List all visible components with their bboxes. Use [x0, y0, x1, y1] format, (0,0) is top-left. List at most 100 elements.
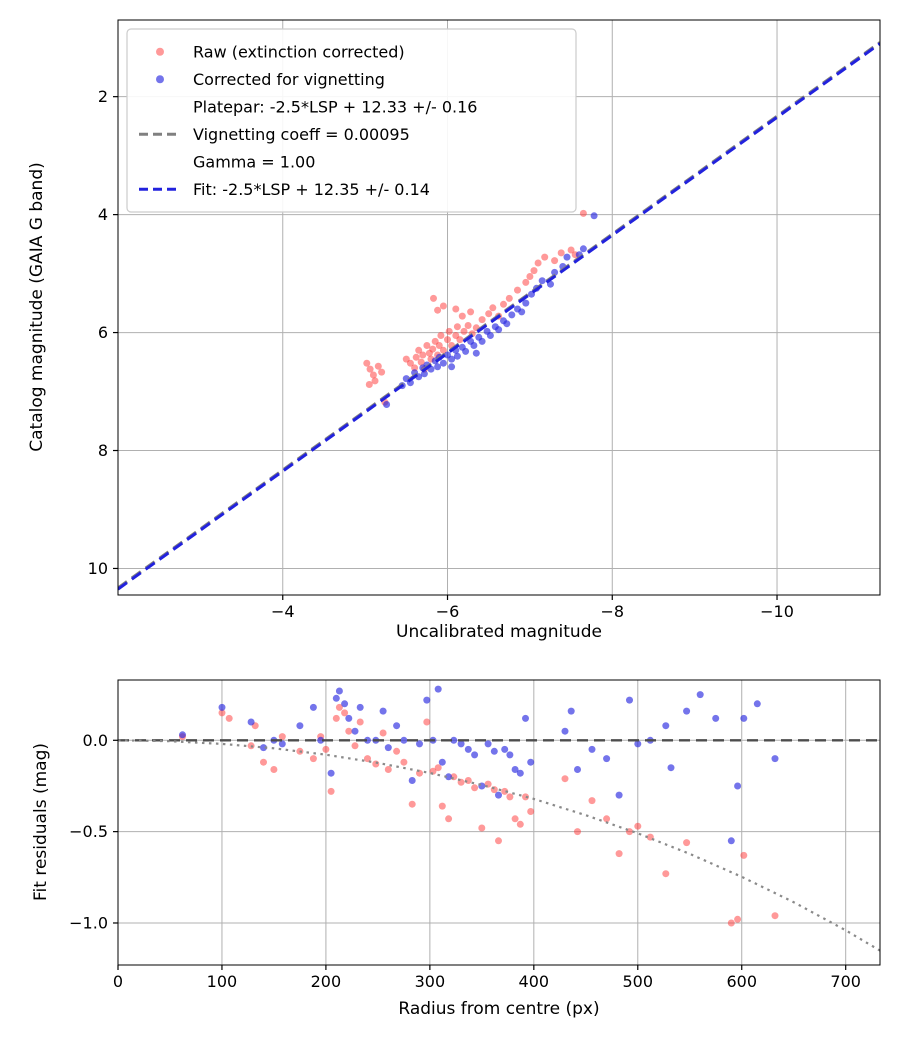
- subplot-residuals: 0 100 200 300 400 500 600 700 0.0 −0.5 −1.0: [69, 679, 881, 991]
- data-point: [634, 822, 642, 830]
- data-point: [551, 257, 559, 265]
- data-point: [341, 709, 349, 717]
- data-point: [384, 744, 392, 752]
- data-point: [464, 322, 472, 329]
- legend-marker-vignetting-scatter: [156, 75, 164, 84]
- vignetting-residuals: [179, 685, 779, 845]
- data-point: [351, 742, 359, 750]
- x-axis-label-bottom: Radius from centre (px): [398, 999, 600, 1019]
- data-point: [363, 359, 371, 367]
- data-point: [322, 745, 330, 753]
- data-point: [563, 253, 571, 261]
- data-point: [408, 800, 416, 808]
- data-point: [218, 703, 226, 711]
- data-point: [393, 747, 401, 755]
- data-point: [579, 245, 587, 253]
- legend-label: Vignetting coeff = 0.00095: [193, 125, 410, 144]
- data-point: [567, 246, 575, 254]
- data-point: [218, 709, 226, 717]
- data-point: [345, 727, 353, 735]
- data-point: [439, 359, 447, 367]
- data-point: [516, 820, 524, 828]
- data-point: [400, 758, 408, 766]
- data-point: [501, 787, 509, 795]
- data-point: [511, 766, 519, 773]
- data-point: [734, 915, 742, 923]
- data-point: [740, 714, 748, 722]
- data-point: [634, 740, 642, 748]
- x-tick-label: −8: [600, 602, 624, 621]
- data-point: [490, 786, 498, 794]
- data-point: [478, 824, 486, 832]
- data-point: [574, 828, 581, 836]
- data-point: [514, 286, 521, 294]
- data-point: [530, 267, 538, 275]
- x-tick-label: 600: [726, 972, 757, 991]
- data-point: [335, 703, 343, 711]
- y-axis-label-bottom: Fit residuals (mag): [31, 743, 51, 901]
- data-point: [683, 707, 691, 715]
- y-tick-label: 8: [98, 441, 108, 460]
- data-point: [270, 766, 278, 773]
- x-tick-label: −4: [271, 602, 295, 621]
- data-point: [771, 755, 779, 763]
- subplot-calibration: −4 −6 −8 −10 2 4 6 8 10 Raw (extinction corrected…: [88, 19, 881, 621]
- data-point: [429, 345, 437, 353]
- data-point: [448, 363, 456, 371]
- y-tick-label: −0.5: [69, 822, 108, 841]
- data-point: [740, 851, 748, 859]
- data-point: [278, 740, 286, 748]
- data-point: [500, 300, 507, 308]
- x-tick-label: −10: [760, 602, 794, 621]
- y-tick-label: 0.0: [83, 731, 108, 750]
- data-point: [561, 775, 569, 783]
- data-point: [419, 351, 427, 359]
- x-tick-label: 700: [830, 972, 861, 991]
- x-tick-label: 200: [311, 972, 342, 991]
- data-point: [567, 707, 575, 715]
- data-point: [527, 758, 535, 766]
- data-point: [538, 277, 546, 285]
- data-point: [444, 336, 451, 344]
- legend-box: [126, 28, 577, 213]
- data-point: [260, 744, 267, 752]
- axes-frame: [117, 19, 881, 596]
- data-point: [351, 727, 359, 735]
- data-point: [662, 870, 670, 878]
- data-point: [484, 740, 492, 748]
- data-point: [541, 253, 549, 261]
- data-point: [247, 718, 255, 726]
- data-point: [557, 249, 565, 257]
- data-point: [522, 299, 530, 307]
- data-point: [327, 769, 335, 777]
- data-point: [727, 919, 735, 927]
- data-point: [467, 308, 475, 316]
- fit-line: [118, 42, 880, 591]
- y-tick-label: 4: [98, 205, 108, 224]
- data-point: [369, 371, 377, 379]
- data-point: [471, 784, 479, 792]
- data-point: [588, 745, 596, 753]
- data-point: [278, 733, 286, 741]
- y-tick-label: 6: [98, 323, 108, 342]
- data-point: [485, 310, 493, 318]
- data-point: [603, 815, 611, 823]
- data-point: [439, 302, 447, 310]
- raw-scatter: [363, 209, 587, 406]
- data-point: [551, 268, 559, 276]
- data-point: [472, 349, 480, 357]
- x-tick-label: 0: [113, 972, 123, 991]
- data-point: [503, 320, 511, 328]
- data-point: [309, 755, 317, 763]
- data-point: [511, 815, 519, 823]
- data-point: [615, 850, 623, 858]
- x-tick-label: 100: [207, 972, 238, 991]
- data-point: [445, 773, 453, 781]
- data-point: [478, 316, 486, 324]
- legend-marker-raw-scatter: [156, 47, 164, 56]
- data-point: [434, 685, 442, 693]
- data-point: [439, 346, 447, 354]
- data-point: [408, 777, 416, 784]
- data-point: [534, 259, 542, 267]
- data-point: [179, 731, 186, 739]
